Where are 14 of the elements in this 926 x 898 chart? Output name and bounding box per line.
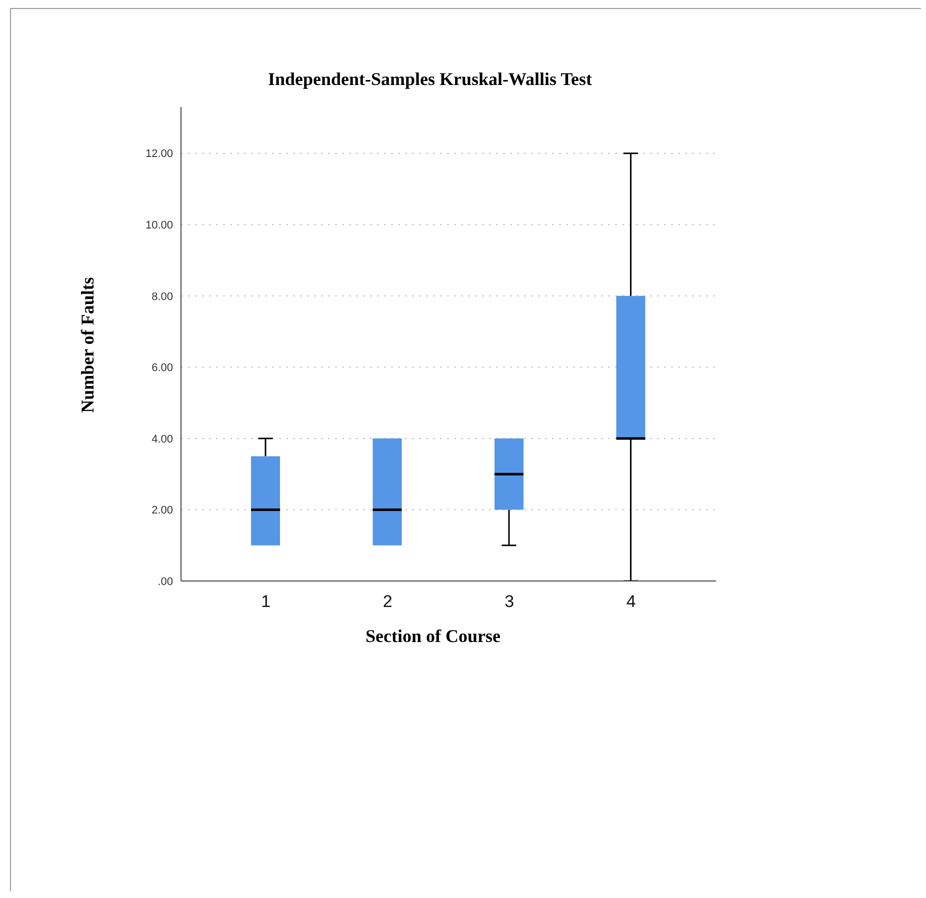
y-tick-label: .00	[158, 576, 173, 588]
y-tick-label: 10.00	[145, 220, 173, 232]
y-axis-title: Number of Faults	[78, 277, 98, 413]
y-tick-label: 2.00	[152, 504, 173, 517]
x-axis-title: Section of Course	[364, 626, 502, 647]
x-tick-label: 4	[626, 592, 636, 612]
x-tick-label: 2	[382, 592, 392, 612]
x-tick-label: 3	[504, 592, 514, 612]
y-tick-label: 4.00	[152, 433, 173, 446]
y-tick-label: 6.00	[152, 362, 173, 374]
chart-title: Independent-Samples Kruskal-Wallis Test	[266, 69, 594, 90]
y-tick-label: 12.00	[145, 148, 173, 160]
y-tick-label: 8.00	[152, 290, 173, 303]
x-tick-label: 1	[261, 592, 271, 612]
